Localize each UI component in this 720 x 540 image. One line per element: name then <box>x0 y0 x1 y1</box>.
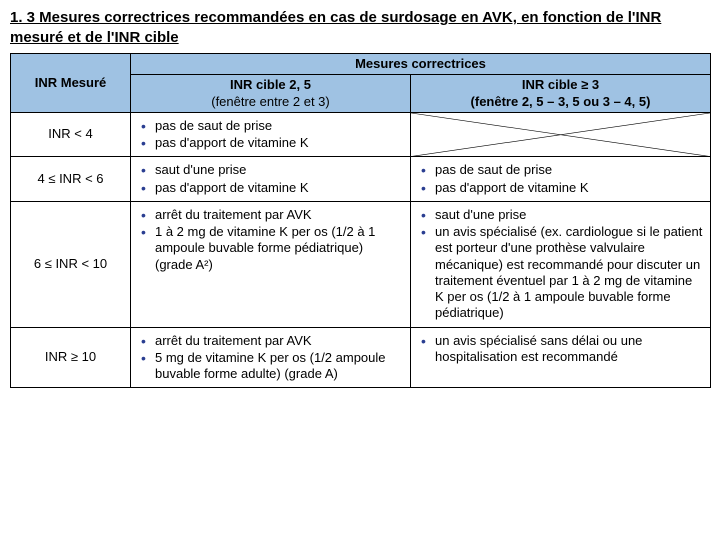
header-left: INR Mesuré <box>11 54 131 113</box>
cell-col2-crossed <box>411 112 711 157</box>
list-item: un avis spécialisé sans délai ou une hos… <box>421 333 704 366</box>
cell-col1: saut d'une prise pas d'apport de vitamin… <box>131 157 411 202</box>
list-item: saut d'une prise <box>141 162 404 178</box>
cell-col2: un avis spécialisé sans délai ou une hos… <box>411 327 711 388</box>
cell-col1: arrêt du traitement par AVK 1 à 2 mg de … <box>131 201 411 327</box>
section-title: 1. 3 Mesures correctrices recommandées e… <box>10 8 710 47</box>
row-label: INR ≥ 10 <box>11 327 131 388</box>
table-row: 6 ≤ INR < 10 arrêt du traitement par AVK… <box>11 201 711 327</box>
row-label: INR < 4 <box>11 112 131 157</box>
list-item: 5 mg de vitamine K per os (1/2 ampoule b… <box>141 350 404 383</box>
list-item: arrêt du traitement par AVK <box>141 333 404 349</box>
cell-col2: saut d'une prise un avis spécialisé (ex.… <box>411 201 711 327</box>
header-col1: INR cible 2, 5 (fenêtre entre 2 et 3) <box>131 75 411 113</box>
measures-table: INR Mesuré Mesures correctrices INR cibl… <box>10 53 711 388</box>
list-item: pas d'apport de vitamine K <box>141 180 404 196</box>
list-item: pas de saut de prise <box>141 118 404 134</box>
table-row: INR ≥ 10 arrêt du traitement par AVK 5 m… <box>11 327 711 388</box>
row-label: 4 ≤ INR < 6 <box>11 157 131 202</box>
list-item: saut d'une prise <box>421 207 704 223</box>
list-item: pas de saut de prise <box>421 162 704 178</box>
table-row: INR < 4 pas de saut de prise pas d'appor… <box>11 112 711 157</box>
cell-col1: arrêt du traitement par AVK 5 mg de vita… <box>131 327 411 388</box>
header-col2: INR cible ≥ 3 (fenêtre 2, 5 – 3, 5 ou 3 … <box>411 75 711 113</box>
row-label: 6 ≤ INR < 10 <box>11 201 131 327</box>
cell-col1: pas de saut de prise pas d'apport de vit… <box>131 112 411 157</box>
header-col1-bold: INR cible 2, 5 <box>230 77 311 92</box>
header-top: Mesures correctrices <box>131 54 711 75</box>
list-item: arrêt du traitement par AVK <box>141 207 404 223</box>
list-item: un avis spécialisé (ex. cardiologue si l… <box>421 224 704 322</box>
header-col2-bold: INR cible ≥ 3 <box>522 77 599 92</box>
list-item: pas d'apport de vitamine K <box>421 180 704 196</box>
cross-icon <box>411 113 710 157</box>
cell-col2: pas de saut de prise pas d'apport de vit… <box>411 157 711 202</box>
list-item: 1 à 2 mg de vitamine K per os (1/2 à 1 a… <box>141 224 404 273</box>
header-col1-sub: (fenêtre entre 2 et 3) <box>211 94 330 109</box>
list-item: pas d'apport de vitamine K <box>141 135 404 151</box>
table-row: 4 ≤ INR < 6 saut d'une prise pas d'appor… <box>11 157 711 202</box>
header-col2-sub: (fenêtre 2, 5 – 3, 5 ou 3 – 4, 5) <box>471 94 651 109</box>
